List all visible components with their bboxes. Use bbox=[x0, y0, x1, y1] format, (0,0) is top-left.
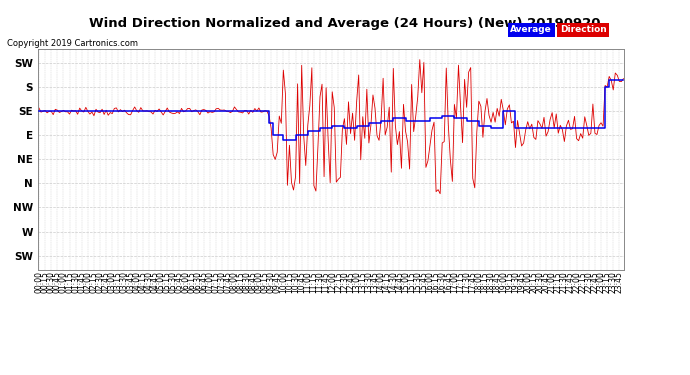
Text: Copyright 2019 Cartronics.com: Copyright 2019 Cartronics.com bbox=[7, 39, 138, 48]
Text: Wind Direction Normalized and Average (24 Hours) (New) 20190920: Wind Direction Normalized and Average (2… bbox=[89, 17, 601, 30]
Text: Direction: Direction bbox=[560, 26, 607, 34]
Text: Average: Average bbox=[511, 26, 552, 34]
